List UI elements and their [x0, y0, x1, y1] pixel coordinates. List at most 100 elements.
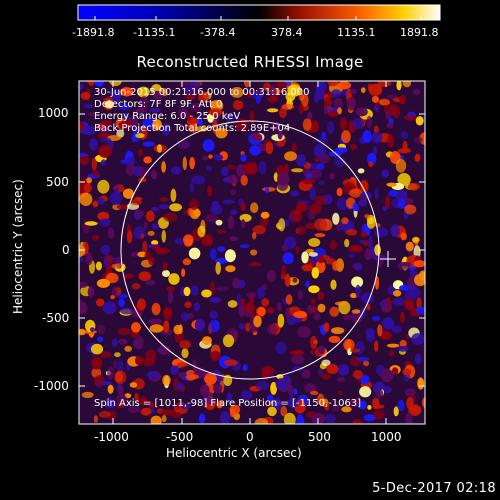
- image-blob: [285, 81, 292, 87]
- image-blob: [327, 110, 339, 118]
- image-blob: [240, 202, 247, 212]
- image-blob: [206, 165, 213, 171]
- image-blob: [133, 339, 141, 348]
- image-blob: [184, 301, 192, 309]
- image-blob: [79, 328, 86, 336]
- image-blob: [151, 302, 161, 316]
- image-blob: [264, 186, 270, 194]
- image-blob: [100, 137, 112, 143]
- image-blob: [181, 348, 189, 359]
- image-blob: [406, 397, 414, 410]
- image-blob: [287, 84, 302, 97]
- image-blob: [257, 306, 266, 317]
- image-blob: [91, 234, 100, 241]
- image-blob: [142, 240, 148, 254]
- image-blob: [239, 213, 252, 222]
- image-blob: [334, 156, 346, 168]
- image-blob: [181, 268, 186, 278]
- image-blob: [261, 366, 275, 374]
- image-blob: [118, 338, 128, 345]
- image-blob: [236, 293, 242, 307]
- image-blob: [100, 159, 107, 167]
- image-blob: [155, 247, 170, 255]
- image-blob: [210, 350, 221, 361]
- image-blob: [261, 298, 270, 307]
- image-blob: [131, 283, 141, 290]
- image-blob: [197, 116, 203, 127]
- image-blob: [395, 158, 407, 173]
- image-blob: [135, 355, 143, 366]
- image-blob: [314, 157, 320, 163]
- image-blob: [368, 235, 373, 250]
- image-blob: [193, 302, 200, 312]
- image-blob: [266, 307, 275, 314]
- image-blob: [301, 251, 309, 264]
- image-blob: [374, 223, 381, 228]
- image-blob: [350, 143, 357, 150]
- image-blob: [411, 404, 420, 414]
- image-blob: [88, 81, 95, 87]
- image-blob: [192, 359, 197, 371]
- x-tick-label: -500: [166, 430, 194, 444]
- image-blob: [228, 115, 240, 120]
- image-blob: [229, 404, 241, 415]
- image-blob: [393, 290, 402, 297]
- image-blob: [379, 301, 386, 306]
- image-blob: [301, 264, 313, 272]
- image-blob: [296, 226, 307, 235]
- image-blob: [107, 384, 114, 394]
- image-blob: [131, 134, 136, 143]
- image-blob: [83, 183, 92, 193]
- image-blob: [351, 276, 364, 288]
- image-blob: [238, 323, 245, 330]
- image-blob: [208, 108, 223, 117]
- image-blob: [346, 97, 357, 111]
- image-blob: [405, 241, 414, 252]
- image-blob: [283, 236, 297, 250]
- image-blob: [260, 211, 270, 219]
- image-blob: [353, 262, 363, 271]
- image-blob: [260, 216, 269, 227]
- image-blob: [142, 117, 156, 130]
- image-blob: [302, 118, 312, 131]
- image-blob: [284, 273, 291, 287]
- image-blob: [364, 248, 372, 261]
- image-blob: [191, 175, 206, 185]
- image-blob: [332, 404, 341, 412]
- image-blob: [403, 197, 414, 204]
- image-blob: [391, 105, 401, 118]
- image-blob: [158, 204, 170, 210]
- image-blob: [396, 81, 402, 91]
- image-blob: [404, 114, 417, 121]
- image-blob: [129, 382, 138, 388]
- image-blob: [317, 291, 325, 301]
- image-blob: [329, 306, 340, 317]
- image-blob: [337, 364, 349, 376]
- image-blob: [352, 370, 363, 379]
- image-blob: [309, 169, 322, 179]
- image-blob: [323, 322, 330, 333]
- image-blob: [366, 115, 373, 129]
- image-blob: [94, 81, 104, 87]
- image-blob: [222, 199, 235, 204]
- image-blob: [133, 226, 146, 240]
- image-blob: [229, 209, 238, 215]
- image-blob: [204, 214, 218, 223]
- image-blob: [202, 155, 209, 161]
- image-blob: [355, 340, 365, 355]
- image-blob: [198, 413, 206, 424]
- image-blob: [281, 103, 294, 110]
- image-blob: [317, 303, 326, 313]
- image-blob: [371, 316, 381, 321]
- image-blob: [198, 91, 210, 103]
- image-blob: [125, 163, 136, 176]
- image-blob: [170, 188, 177, 202]
- image-blob: [400, 232, 407, 241]
- image-blob: [374, 227, 389, 238]
- image-blob: [251, 133, 263, 141]
- image-blob: [79, 155, 90, 166]
- image-blob: [380, 369, 394, 383]
- image-blob: [145, 210, 155, 222]
- image-blob: [224, 249, 236, 263]
- image-blob: [352, 117, 364, 130]
